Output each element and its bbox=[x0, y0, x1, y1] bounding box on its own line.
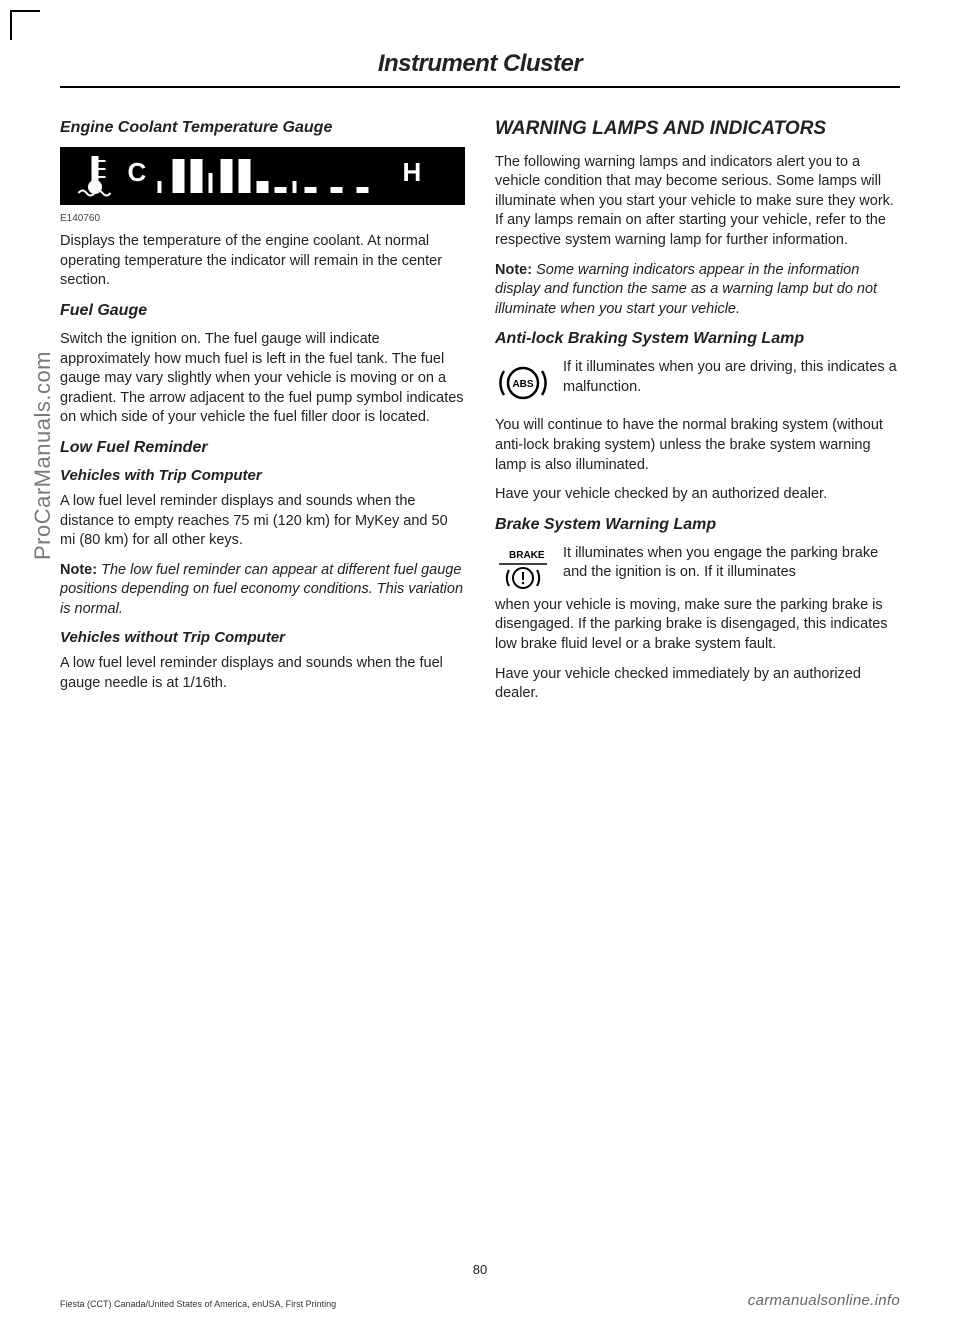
brake-icon-row: BRAKE It illuminates when you engage the… bbox=[495, 544, 900, 594]
svg-text:BRAKE: BRAKE bbox=[509, 550, 545, 561]
note-text: The low fuel reminder can appear at diff… bbox=[60, 562, 463, 617]
coolant-gauge-body: Displays the temperature of the engine c… bbox=[60, 232, 465, 291]
gauge-cold-label: C bbox=[128, 157, 147, 187]
note-label: Note: bbox=[495, 262, 532, 278]
header-rule bbox=[60, 86, 900, 88]
left-column: Engine Coolant Temperature Gauge C bbox=[60, 118, 465, 714]
figure-id: E140760 bbox=[60, 213, 465, 224]
watermark: ProCarManuals.com bbox=[30, 351, 56, 560]
right-column: WARNING LAMPS AND INDICATORS The followi… bbox=[495, 118, 900, 714]
heading-warning-lamps: WARNING LAMPS AND INDICATORS bbox=[495, 118, 900, 141]
coolant-gauge-figure: C bbox=[60, 147, 465, 205]
page-title: Instrument Cluster bbox=[60, 50, 900, 78]
heading-abs-lamp: Anti-lock Braking System Warning Lamp bbox=[495, 329, 900, 348]
note-label: Note: bbox=[60, 562, 97, 578]
note-text: Some warning indicators appear in the in… bbox=[495, 262, 877, 317]
abs-body-1: You will continue to have the normal bra… bbox=[495, 416, 900, 475]
gauge-hot-label: H bbox=[403, 157, 422, 187]
with-trip-note: Note: The low fuel reminder can appear a… bbox=[60, 561, 465, 620]
brake-icon: BRAKE bbox=[495, 544, 551, 594]
fuel-gauge-body: Switch the ignition on. The fuel gauge w… bbox=[60, 330, 465, 428]
with-trip-body: A low fuel level reminder displays and s… bbox=[60, 492, 465, 551]
heading-low-fuel: Low Fuel Reminder bbox=[60, 438, 465, 457]
abs-icon: ABS bbox=[495, 358, 551, 408]
without-trip-body: A low fuel level reminder displays and s… bbox=[60, 654, 465, 693]
subhead-without-trip: Vehicles without Trip Computer bbox=[60, 629, 465, 646]
heading-coolant-gauge: Engine Coolant Temperature Gauge bbox=[60, 118, 465, 137]
brake-body-1: when your vehicle is moving, make sure t… bbox=[495, 596, 900, 655]
abs-body-2: Have your vehicle checked by an authoriz… bbox=[495, 485, 900, 505]
coolant-gauge-icon: C bbox=[68, 151, 457, 201]
heading-brake-lamp: Brake System Warning Lamp bbox=[495, 515, 900, 534]
warning-lamps-body: The following warning lamps and indicato… bbox=[495, 153, 900, 251]
crop-mark-top-left bbox=[10, 10, 40, 40]
subhead-with-trip: Vehicles with Trip Computer bbox=[60, 467, 465, 484]
brake-icon-text: It illuminates when you engage the parki… bbox=[563, 544, 900, 594]
heading-fuel-gauge: Fuel Gauge bbox=[60, 301, 465, 320]
brake-body-2: Have your vehicle checked immediately by… bbox=[495, 665, 900, 704]
footer-left: Fiesta (CCT) Canada/United States of Ame… bbox=[60, 1299, 336, 1309]
page-number: 80 bbox=[0, 1262, 960, 1277]
svg-text:ABS: ABS bbox=[512, 379, 533, 390]
content-columns: Engine Coolant Temperature Gauge C bbox=[60, 118, 900, 714]
abs-icon-text: If it illuminates when you are driving, … bbox=[563, 358, 900, 408]
abs-icon-row: ABS If it illuminates when you are drivi… bbox=[495, 358, 900, 408]
page: Instrument Cluster Engine Coolant Temper… bbox=[0, 0, 960, 1337]
footer-right: carmanualsonline.info bbox=[748, 1292, 900, 1309]
warning-lamps-note: Note: Some warning indicators appear in … bbox=[495, 261, 900, 320]
